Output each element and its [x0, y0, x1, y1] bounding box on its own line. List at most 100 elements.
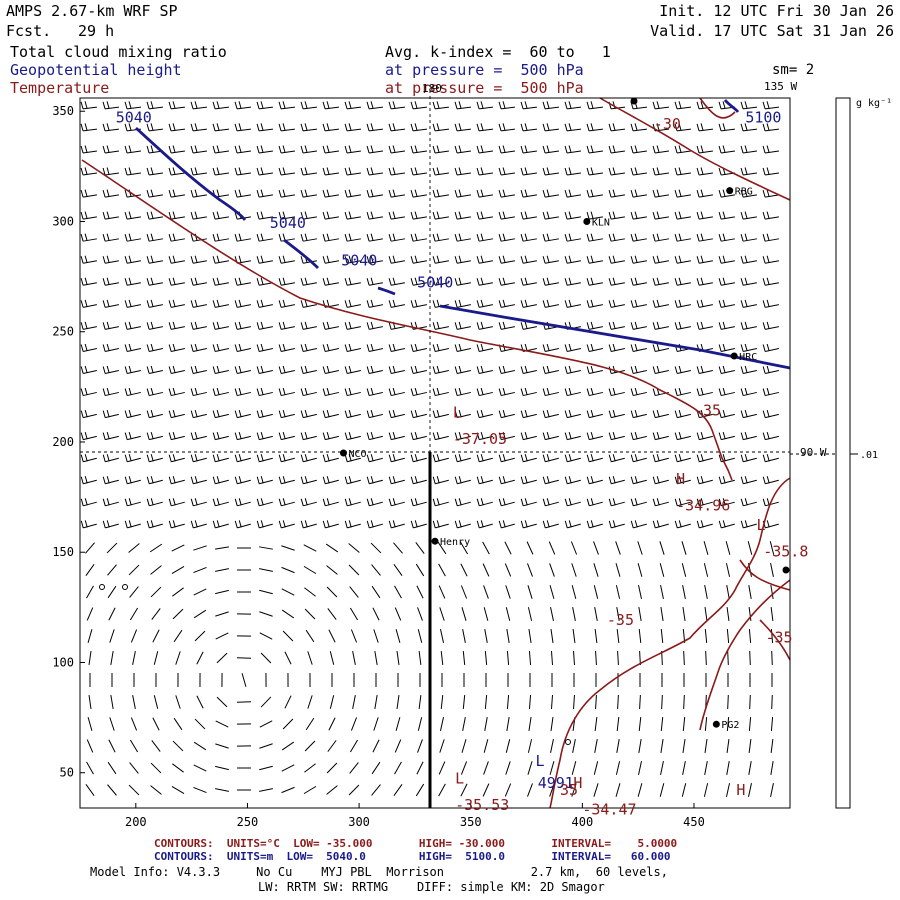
wind-barb-feather	[546, 123, 550, 131]
wind-barb-feather	[744, 365, 748, 374]
wind-barb-feather	[388, 520, 392, 529]
wind-barb-feather	[388, 454, 392, 462]
wind-barb-feather	[700, 123, 704, 131]
wind-barb	[771, 694, 773, 710]
wind-barb	[127, 172, 141, 176]
wind-barb-feather	[458, 498, 462, 506]
wind-barb-feather	[256, 322, 260, 330]
wind-barb	[415, 563, 425, 577]
wind-barb-feather	[260, 498, 264, 506]
wind-barb-feather	[674, 322, 678, 330]
wind-barb	[435, 391, 449, 397]
wind-barb-feather	[696, 300, 700, 308]
wind-barb-feather	[590, 211, 594, 219]
wind-barb-feather	[190, 520, 194, 529]
wind-barb	[83, 216, 97, 220]
wind-barb	[504, 783, 512, 797]
wind-barb-feather	[388, 211, 392, 220]
wind-barb	[394, 761, 402, 775]
wind-barb-feather	[194, 145, 198, 153]
wind-barb-feather	[212, 498, 216, 506]
wind-barb-feather	[414, 476, 418, 484]
wind-barb-feather	[190, 498, 194, 506]
wind-barb-feather	[546, 454, 550, 462]
wind-barb-feather	[656, 321, 660, 330]
wind-barb	[677, 172, 691, 176]
wind-barb-feather	[436, 321, 440, 330]
wind-barb-feather	[630, 388, 634, 396]
wind-barb-feather	[722, 365, 726, 374]
height-contour-5100	[723, 99, 740, 113]
wind-barb-feather	[762, 388, 766, 396]
wind-barb-feather	[326, 299, 330, 307]
wind-barb-feather	[542, 520, 546, 529]
wind-barb-feather	[282, 476, 286, 484]
temperature-contour-label: L	[455, 770, 464, 788]
wind-barb-feather	[542, 344, 546, 352]
wind-barb-feather	[282, 387, 286, 396]
wind-barb-feather	[190, 211, 194, 220]
wind-barb-feather	[740, 322, 744, 330]
wind-barb-feather	[216, 189, 220, 197]
wind-barb	[632, 150, 648, 154]
colorbar-units: g kg⁻¹	[856, 98, 892, 109]
wind-barb	[748, 738, 752, 754]
wind-barb-feather	[700, 167, 704, 175]
wind-barb	[616, 716, 620, 732]
wind-barb	[127, 501, 141, 507]
wind-barb-feather	[480, 454, 484, 462]
wind-barb	[259, 260, 273, 264]
wind-barb	[281, 764, 295, 772]
wind-barb	[127, 479, 141, 485]
wind-barb-feather	[194, 167, 198, 175]
wind-barb-feather	[392, 145, 396, 153]
wind-barb	[655, 172, 669, 176]
wind-barb-feather	[84, 299, 88, 307]
wind-barb-feather	[476, 145, 480, 154]
wind-barb-feather	[102, 366, 106, 374]
wind-barb	[88, 694, 92, 710]
wind-barb-feather	[234, 366, 238, 374]
wind-barb	[725, 783, 731, 797]
wind-barb-feather	[216, 520, 220, 528]
wind-barb-feather	[84, 387, 88, 396]
wind-barb	[391, 523, 405, 529]
wind-barb	[721, 370, 735, 374]
wind-barb	[303, 391, 317, 397]
wind-barb-feather	[678, 255, 682, 263]
wind-barb	[307, 695, 313, 709]
temp-contour-top-loop	[699, 97, 736, 119]
temp-contour-minus35-north	[81, 159, 733, 481]
wind-barb-feather	[260, 233, 264, 241]
wind-barb	[368, 150, 384, 154]
wind-barb-feather	[326, 454, 330, 462]
wind-barb	[214, 150, 230, 154]
wind-barb-feather	[194, 123, 198, 131]
wind-barb	[615, 783, 621, 797]
wind-barb	[329, 695, 335, 709]
wind-barb-feather	[744, 432, 748, 440]
wind-barb	[193, 435, 207, 441]
wind-barb	[655, 457, 669, 463]
wind-barb	[457, 523, 471, 529]
wind-barb-feather	[106, 145, 110, 153]
wind-barb	[523, 304, 537, 308]
wind-barb-feather	[524, 409, 528, 418]
wind-barb	[347, 216, 361, 220]
wind-barb	[589, 282, 603, 286]
wind-barb	[237, 238, 251, 242]
wind-barb-feather	[234, 410, 238, 418]
wind-barb-feather	[498, 167, 502, 176]
wind-barb	[105, 391, 119, 397]
wind-barb-feather	[498, 388, 502, 396]
wind-barb-feather	[630, 123, 634, 132]
wind-barb	[479, 216, 493, 220]
wind-barb-feather	[238, 233, 242, 241]
wind-barb	[610, 150, 626, 154]
wind-barb-feather	[282, 409, 286, 418]
wind-barb	[545, 501, 559, 507]
wind-barb	[633, 304, 647, 308]
wind-barb	[545, 479, 559, 485]
wind-barb-feather	[80, 123, 84, 132]
wind-barb	[193, 304, 207, 308]
